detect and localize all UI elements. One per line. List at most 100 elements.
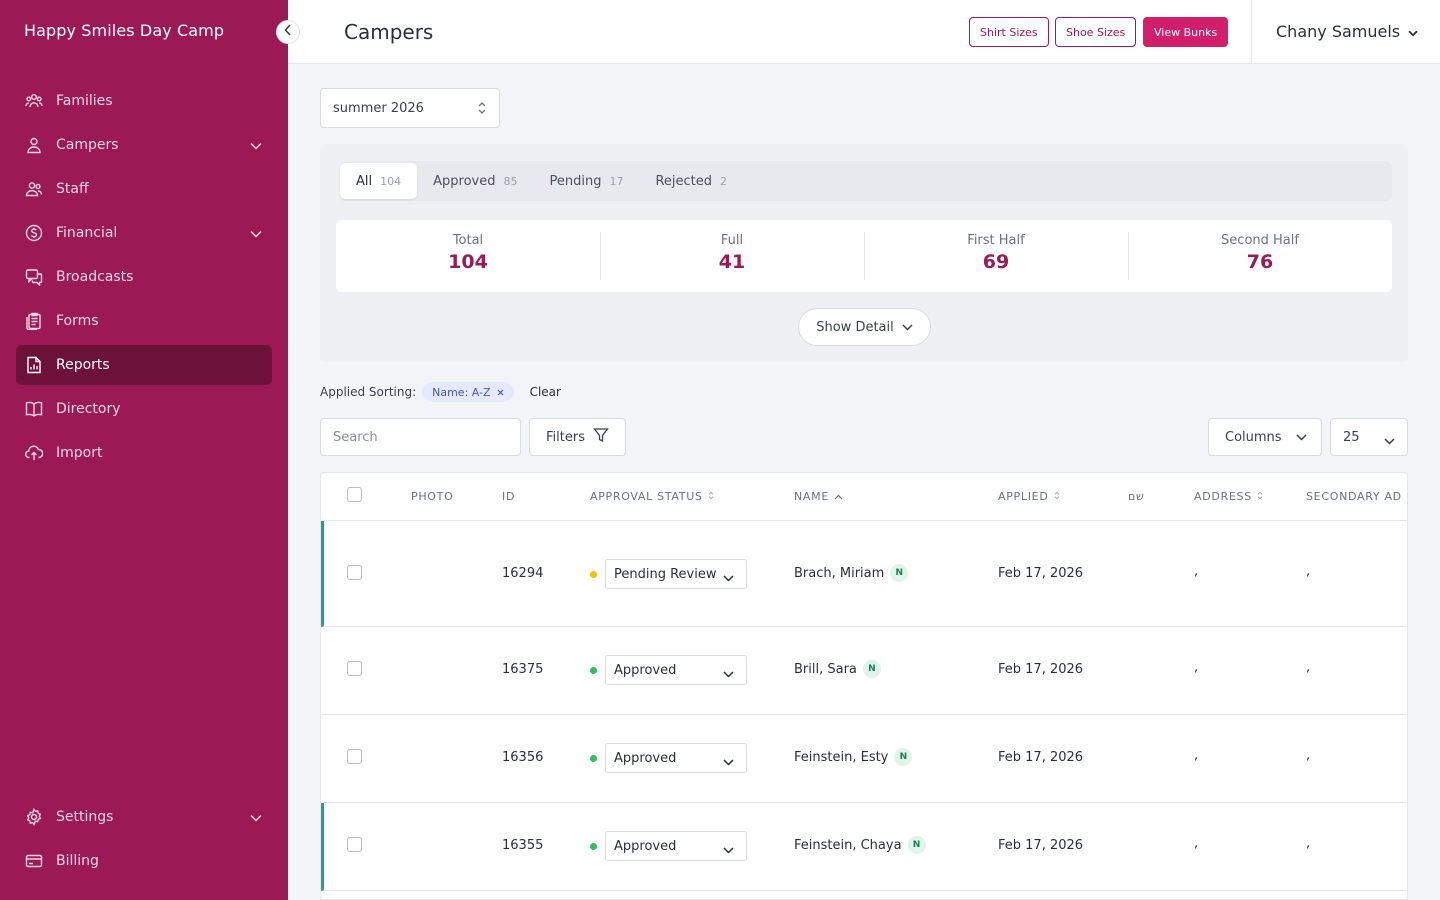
stat-label: Second Half	[1221, 233, 1299, 248]
column-header-id[interactable]: ID	[502, 490, 516, 503]
filters-button[interactable]: Filters	[529, 418, 626, 456]
tab-count: 85	[503, 174, 518, 188]
user-menu[interactable]: Chany Samuels	[1276, 22, 1418, 41]
sidebar: Happy Smiles Day Camp Families Campers S…	[0, 0, 288, 900]
approval-status: Approved	[590, 743, 747, 773]
camper-id: 16356	[502, 750, 544, 765]
camper-name[interactable]: Feinstein, Chaya N	[794, 836, 926, 854]
sidebar-item-billing[interactable]: Billing	[16, 841, 272, 881]
camper-name-text: Feinstein, Chaya	[794, 837, 902, 853]
stat-label: First Half	[967, 233, 1025, 248]
search-input[interactable]	[320, 418, 521, 456]
address: ,	[1194, 836, 1199, 851]
camper-id: 16375	[502, 662, 544, 677]
approval-status-select[interactable]: Approved	[605, 831, 747, 861]
sidebar-item-label: Financial	[56, 225, 118, 241]
sidebar-item-forms[interactable]: Forms	[16, 301, 272, 341]
table-row[interactable]: 16375 Approved Brill, Sara N Feb 17, 202…	[321, 627, 1407, 715]
stat-value: 69	[982, 251, 1010, 273]
season-select[interactable]: summer 2026	[320, 88, 500, 128]
camper-name[interactable]: Brill, Sara N	[794, 660, 881, 678]
shirt-sizes-button[interactable]: Shirt Sizes	[969, 17, 1049, 47]
sidebar-item-families[interactable]: Families	[16, 81, 272, 121]
tab-label: Pending	[549, 173, 602, 189]
camper-name[interactable]: Brach, Miriam N	[794, 564, 909, 582]
row-checkbox[interactable]	[347, 837, 362, 852]
camper-name[interactable]: Feinstein, Esty N	[794, 748, 913, 766]
column-header-secondary-address[interactable]: SECONDARY AD	[1306, 490, 1402, 503]
tab-count: 104	[380, 174, 402, 188]
sidebar-item-import[interactable]: Import	[16, 433, 272, 473]
table-row[interactable]: 16355 Approved Feinstein, Chaya N Feb 17…	[321, 803, 1407, 891]
season-value: summer 2026	[333, 100, 424, 116]
sidebar-item-label: Campers	[56, 137, 119, 153]
sidebar-item-label: Settings	[56, 809, 114, 825]
tab-pending[interactable]: Pending 17	[533, 163, 639, 199]
column-header-address[interactable]: ADDRESS	[1194, 490, 1263, 503]
sidebar-item-settings[interactable]: Settings	[16, 797, 272, 837]
tab-label: Rejected	[655, 173, 713, 189]
columns-dropdown[interactable]: Columns	[1208, 418, 1322, 456]
tab-rejected[interactable]: Rejected 2	[639, 163, 743, 199]
filters-label: Filters	[546, 429, 585, 445]
row-checkbox[interactable]	[347, 749, 362, 764]
shoe-sizes-button[interactable]: Shoe Sizes	[1055, 17, 1137, 47]
sidebar-item-directory[interactable]: Directory	[16, 389, 272, 429]
chevron-down-icon	[1384, 434, 1395, 449]
sidebar-item-financial[interactable]: Financial	[16, 213, 272, 253]
camper-icon	[24, 135, 44, 155]
chevron-down-icon	[723, 667, 734, 682]
approval-status-select[interactable]: Approved	[605, 743, 747, 773]
new-badge: N	[894, 748, 913, 766]
stats-card: Total 104 Full 41 First Half 69 Second H…	[336, 220, 1392, 292]
row-checkbox[interactable]	[347, 565, 362, 580]
table-row[interactable]: 16356 Approved Feinstein, Esty N Feb 17,…	[321, 715, 1407, 803]
stat-label: Total	[452, 233, 484, 248]
page-size-select[interactable]: 25	[1330, 418, 1408, 456]
tab-all[interactable]: All 104	[340, 163, 418, 199]
tab-approved[interactable]: Approved 85	[417, 163, 533, 199]
page-title: Campers	[344, 20, 434, 44]
status-dot	[590, 842, 597, 850]
new-badge: N	[862, 660, 881, 678]
column-header-name[interactable]: NAME	[794, 490, 843, 503]
sidebar-item-label: Billing	[56, 853, 99, 869]
camper-id: 16294	[502, 566, 544, 581]
book-icon	[24, 399, 44, 419]
approval-status-select[interactable]: Pending Review	[605, 559, 747, 589]
column-header-applied[interactable]: APPLIED	[998, 490, 1060, 503]
chevron-down-icon	[250, 138, 262, 154]
sidebar-item-broadcasts[interactable]: Broadcasts	[16, 257, 272, 297]
column-header-approval-status[interactable]: APPROVAL STATUS	[590, 490, 714, 503]
collapse-sidebar-button[interactable]	[276, 20, 300, 44]
close-icon[interactable]	[497, 386, 504, 399]
column-header-hebrew-name[interactable]: שם	[1128, 490, 1145, 503]
user-name: Chany Samuels	[1276, 22, 1401, 41]
sidebar-item-reports[interactable]: Reports	[16, 345, 272, 385]
sort-chip[interactable]: Name: A-Z	[422, 382, 514, 402]
filter-icon	[593, 427, 609, 447]
gear-icon	[24, 807, 44, 827]
page-size-value: 25	[1343, 429, 1360, 445]
clear-sorting-link[interactable]: Clear	[529, 385, 561, 399]
row-checkbox[interactable]	[347, 661, 362, 676]
sort-ascending-icon	[834, 490, 843, 503]
sidebar-item-label: Directory	[56, 401, 121, 417]
view-bunks-button[interactable]: View Bunks	[1143, 17, 1229, 47]
sidebar-item-staff[interactable]: Staff	[16, 169, 272, 209]
sidebar-item-label: Staff	[56, 181, 89, 197]
show-detail-button[interactable]: Show Detail	[798, 308, 931, 346]
table-row[interactable]: 16294 Pending Review Brach, Miriam N Feb…	[321, 521, 1407, 627]
applied-date: Feb 17, 2026	[998, 566, 1084, 581]
status-value: Approved	[614, 662, 677, 678]
table-header: PHOTO ID APPROVAL STATUS NAME APPLIED שם…	[321, 473, 1407, 521]
approval-status: Approved	[590, 655, 747, 685]
approval-status-select[interactable]: Approved	[605, 655, 747, 685]
camper-id: 16355	[502, 838, 544, 853]
column-header-label: NAME	[794, 490, 829, 503]
tab-label: Approved	[433, 173, 496, 189]
summary-panel: All 104 Approved 85 Pending 17 Rejected …	[320, 144, 1408, 362]
dollar-icon	[24, 223, 44, 243]
select-all-checkbox[interactable]	[347, 487, 362, 502]
sidebar-item-campers[interactable]: Campers	[16, 125, 272, 165]
